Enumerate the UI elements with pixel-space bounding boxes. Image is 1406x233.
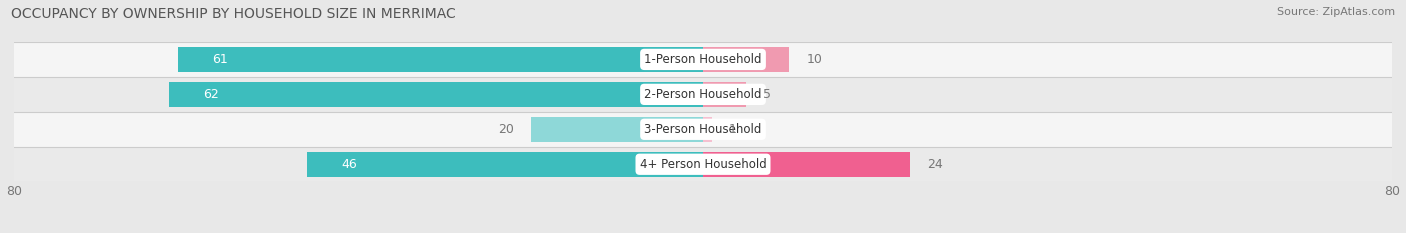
Bar [703,82,747,107]
Text: 61: 61 [212,53,228,66]
Bar [14,42,1392,77]
Bar [703,152,910,177]
Bar [703,47,789,72]
Text: 3-Person Household: 3-Person Household [644,123,762,136]
Text: 2-Person Household: 2-Person Household [644,88,762,101]
Bar [703,117,711,142]
Bar [14,147,1392,182]
Text: 62: 62 [204,88,219,101]
Text: 1-Person Household: 1-Person Household [644,53,762,66]
Text: 5: 5 [763,88,772,101]
Text: 20: 20 [498,123,513,136]
Text: 10: 10 [807,53,823,66]
Bar [307,152,703,177]
Text: 1: 1 [728,123,737,136]
Text: 4+ Person Household: 4+ Person Household [640,158,766,171]
Bar [531,117,703,142]
Bar [14,112,1392,147]
Bar [14,77,1392,112]
Bar [177,47,703,72]
Text: OCCUPANCY BY OWNERSHIP BY HOUSEHOLD SIZE IN MERRIMAC: OCCUPANCY BY OWNERSHIP BY HOUSEHOLD SIZE… [11,7,456,21]
Text: 46: 46 [342,158,357,171]
Bar [169,82,703,107]
Text: Source: ZipAtlas.com: Source: ZipAtlas.com [1277,7,1395,17]
Text: 24: 24 [927,158,942,171]
